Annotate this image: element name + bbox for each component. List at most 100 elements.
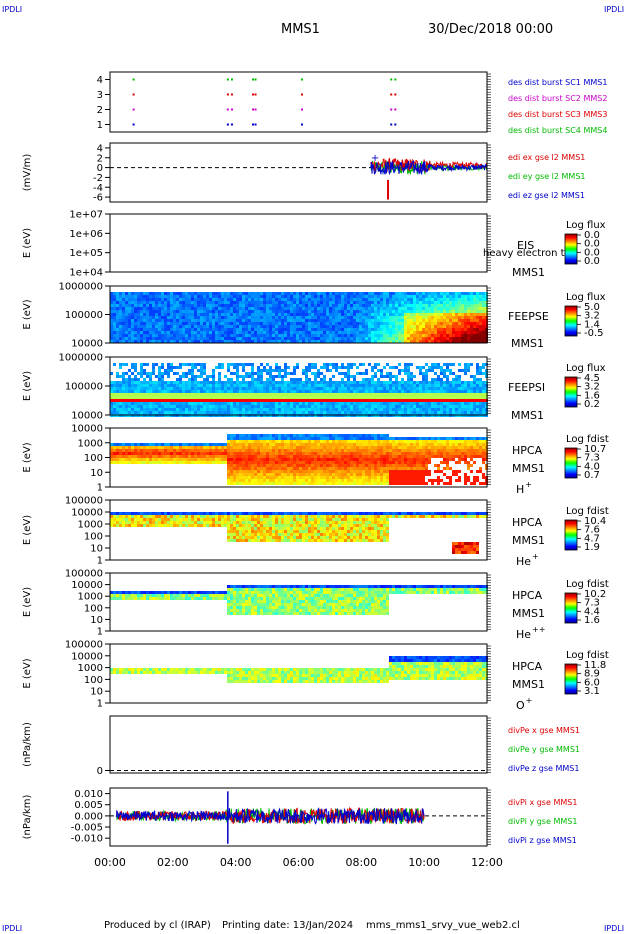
heatmap-cell	[347, 301, 350, 304]
heatmap-cell	[425, 307, 428, 310]
heatmap-cell	[131, 328, 134, 331]
heatmap-cell	[452, 363, 455, 366]
heatmap-cell	[326, 396, 329, 399]
heatmap-cell	[110, 325, 113, 328]
heatmap-cell	[173, 390, 176, 393]
heatmap-cell	[155, 337, 158, 340]
heatmap-cell	[467, 316, 470, 319]
heatmap-cell	[308, 316, 311, 319]
heatmap-cell	[332, 363, 335, 366]
heatmap-cell	[350, 334, 353, 337]
heatmap-cell	[188, 449, 191, 452]
heatmap-cell	[272, 325, 275, 328]
heatmap-cell	[140, 304, 143, 307]
heatmap-cell	[251, 381, 254, 384]
heatmap-cell	[194, 390, 197, 393]
heatmap-cell	[368, 301, 371, 304]
heatmap-cell	[362, 298, 365, 301]
heatmap-cell	[350, 298, 353, 301]
heatmap-cell	[131, 390, 134, 393]
heatmap-cell	[428, 313, 431, 316]
heatmap-cell	[242, 384, 245, 387]
heatmap-cell	[326, 390, 329, 393]
heatmap-cell	[206, 304, 209, 307]
heatmap-cell	[131, 378, 134, 381]
spacecraft-label: MMS1	[511, 337, 544, 350]
heatmap-cell	[218, 319, 221, 322]
heatmap-cell	[248, 298, 251, 301]
heatmap-cell	[239, 443, 242, 446]
heatmap-cell	[416, 405, 419, 408]
heatmap-cell	[344, 372, 347, 375]
heatmap-cell	[287, 328, 290, 331]
heatmap-cell	[326, 411, 329, 414]
heatmap-cell	[320, 325, 323, 328]
heatmap-cell	[197, 455, 200, 458]
heatmap-cell	[362, 319, 365, 322]
heatmap-cell	[173, 295, 176, 298]
heatmap-cell	[224, 452, 227, 455]
heatmap-cell	[332, 393, 335, 396]
heatmap-cell	[137, 411, 140, 414]
heatmap-cell	[119, 390, 122, 393]
heatmap-cell	[185, 334, 188, 337]
heatmap-cell	[368, 328, 371, 331]
heatmap-cell	[194, 402, 197, 405]
heatmap-cell	[236, 304, 239, 307]
heatmap-cell	[170, 402, 173, 405]
heatmap-cell	[203, 458, 206, 461]
heatmap-cell	[209, 449, 212, 452]
heatmap-cell	[380, 328, 383, 331]
heatmap-cell	[416, 316, 419, 319]
heatmap-cell	[173, 313, 176, 316]
heatmap-cell	[356, 301, 359, 304]
heatmap-cell	[158, 384, 161, 387]
heatmap-cell	[329, 340, 332, 343]
heatmap-cell	[296, 310, 299, 313]
time-axis-label: 02:00	[157, 856, 189, 869]
heatmap-cell	[341, 396, 344, 399]
heatmap-cell	[194, 298, 197, 301]
heatmap-cell	[431, 402, 434, 405]
heatmap-cell	[341, 334, 344, 337]
heatmap-cell	[173, 396, 176, 399]
heatmap-cell	[197, 384, 200, 387]
heatmap-cell	[227, 399, 230, 402]
heatmap-cell	[257, 319, 260, 322]
heatmap-cell	[137, 313, 140, 316]
heatmap-cell	[119, 408, 122, 411]
heatmap-cell	[428, 390, 431, 393]
heatmap-cell	[467, 387, 470, 390]
heatmap-cell	[365, 310, 368, 313]
heatmap-cell	[416, 366, 419, 369]
heatmap-cell	[362, 304, 365, 307]
heatmap-cell	[122, 334, 125, 337]
heatmap-cell	[116, 328, 119, 331]
heatmap-cell	[167, 298, 170, 301]
heatmap-cell	[398, 390, 401, 393]
heatmap-cell	[218, 384, 221, 387]
heatmap-cell	[161, 443, 164, 446]
heatmap-cell	[242, 411, 245, 414]
heatmap-cell	[413, 411, 416, 414]
heatmap-cell	[179, 399, 182, 402]
heatmap-cell	[218, 408, 221, 411]
colorbar	[564, 376, 578, 408]
heatmap-cell	[224, 298, 227, 301]
heatmap-cell	[353, 405, 356, 408]
heatmap-cell	[329, 316, 332, 319]
heatmap-cell	[146, 455, 149, 458]
heatmap-cell	[170, 381, 173, 384]
heatmap-cell	[119, 443, 122, 446]
heatmap-cell	[224, 340, 227, 343]
heatmap-cell	[326, 384, 329, 387]
heatmap-cell	[386, 313, 389, 316]
heatmap-cell	[458, 402, 461, 405]
heatmap-cell	[170, 461, 173, 464]
heatmap-cell	[245, 390, 248, 393]
heatmap-cell	[473, 325, 476, 328]
heatmap-cell	[179, 295, 182, 298]
heatmap-cell	[212, 316, 215, 319]
heatmap-cell	[323, 307, 326, 310]
heatmap-cell	[395, 316, 398, 319]
